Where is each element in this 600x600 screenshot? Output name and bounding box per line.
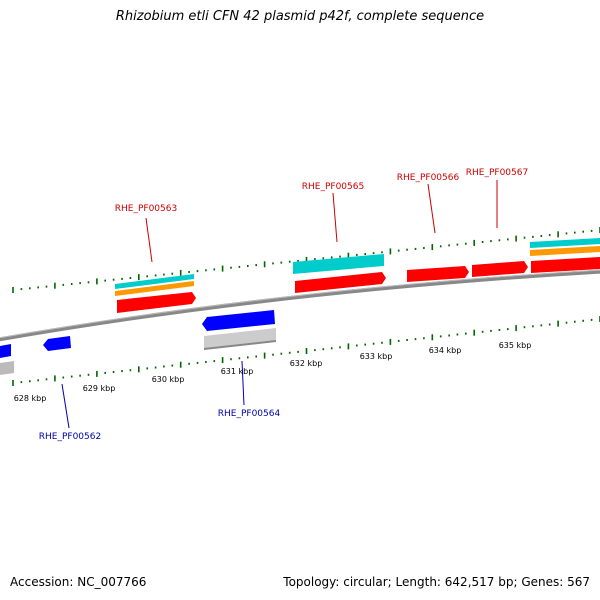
gray-feature-564-edge [203,340,277,350]
leader-562 [61,383,70,429]
inner-tick-row [12,316,600,386]
gene-label-565[interactable]: RHE_PF00565 [302,182,364,192]
reverse-features [0,310,277,375]
gene-arrow-562[interactable] [43,336,71,351]
topology-summary: Topology: circular; Length: 642,517 bp; … [283,575,590,589]
gene-label-566[interactable]: RHE_PF00566 [397,173,460,183]
backbone-highlight [0,269,600,339]
cds-orange-563[interactable] [115,281,194,296]
kbp-label-632: 632 kbp [290,359,323,368]
cds-cyan-edge[interactable] [530,238,600,248]
leader-564 [241,360,245,406]
leader-565 [332,192,338,243]
kbp-label-631: 631 kbp [221,367,254,376]
kbp-label-633: 633 kbp [360,352,393,361]
accession-text: Accession: NC_007766 [10,575,147,589]
gene-label-564[interactable]: RHE_PF00564 [218,409,281,419]
gene-arrow-edge-left[interactable] [0,344,11,358]
gene-arrow-564[interactable] [202,310,275,331]
map-title: Rhizobium etli CFN 42 plasmid p42f, comp… [115,9,485,24]
kbp-label-630: 630 kbp [152,375,185,384]
kbp-label-628: 628 kbp [14,394,47,403]
cds-orange-edge[interactable] [530,246,600,256]
gene-label-563[interactable]: RHE_PF00563 [115,204,177,214]
gene-label-562[interactable]: RHE_PF00562 [39,432,101,442]
kbp-label-635: 635 kbp [499,341,532,350]
leader-566 [427,183,436,234]
outer-tick-row [12,227,600,293]
gray-feature-564[interactable] [204,328,276,349]
leader-lines [61,180,498,429]
backbone [0,269,600,342]
gene-arrow-563[interactable] [117,292,196,313]
cds-cyan-563[interactable] [115,274,194,289]
cds-cyan-565[interactable] [293,254,384,274]
gray-edge-left[interactable] [0,361,14,375]
gene-arrow-566[interactable] [407,266,469,282]
forward-features [115,238,600,313]
gene-label-567[interactable]: RHE_PF00567 [466,168,528,178]
kbp-label-634: 634 kbp [429,346,462,355]
gene-arrow-567[interactable] [472,261,528,277]
kbp-label-629: 629 kbp [83,384,116,393]
gene-arrow-565[interactable] [295,272,386,293]
leader-563 [145,217,153,263]
gene-arrow-edge[interactable] [531,257,600,273]
